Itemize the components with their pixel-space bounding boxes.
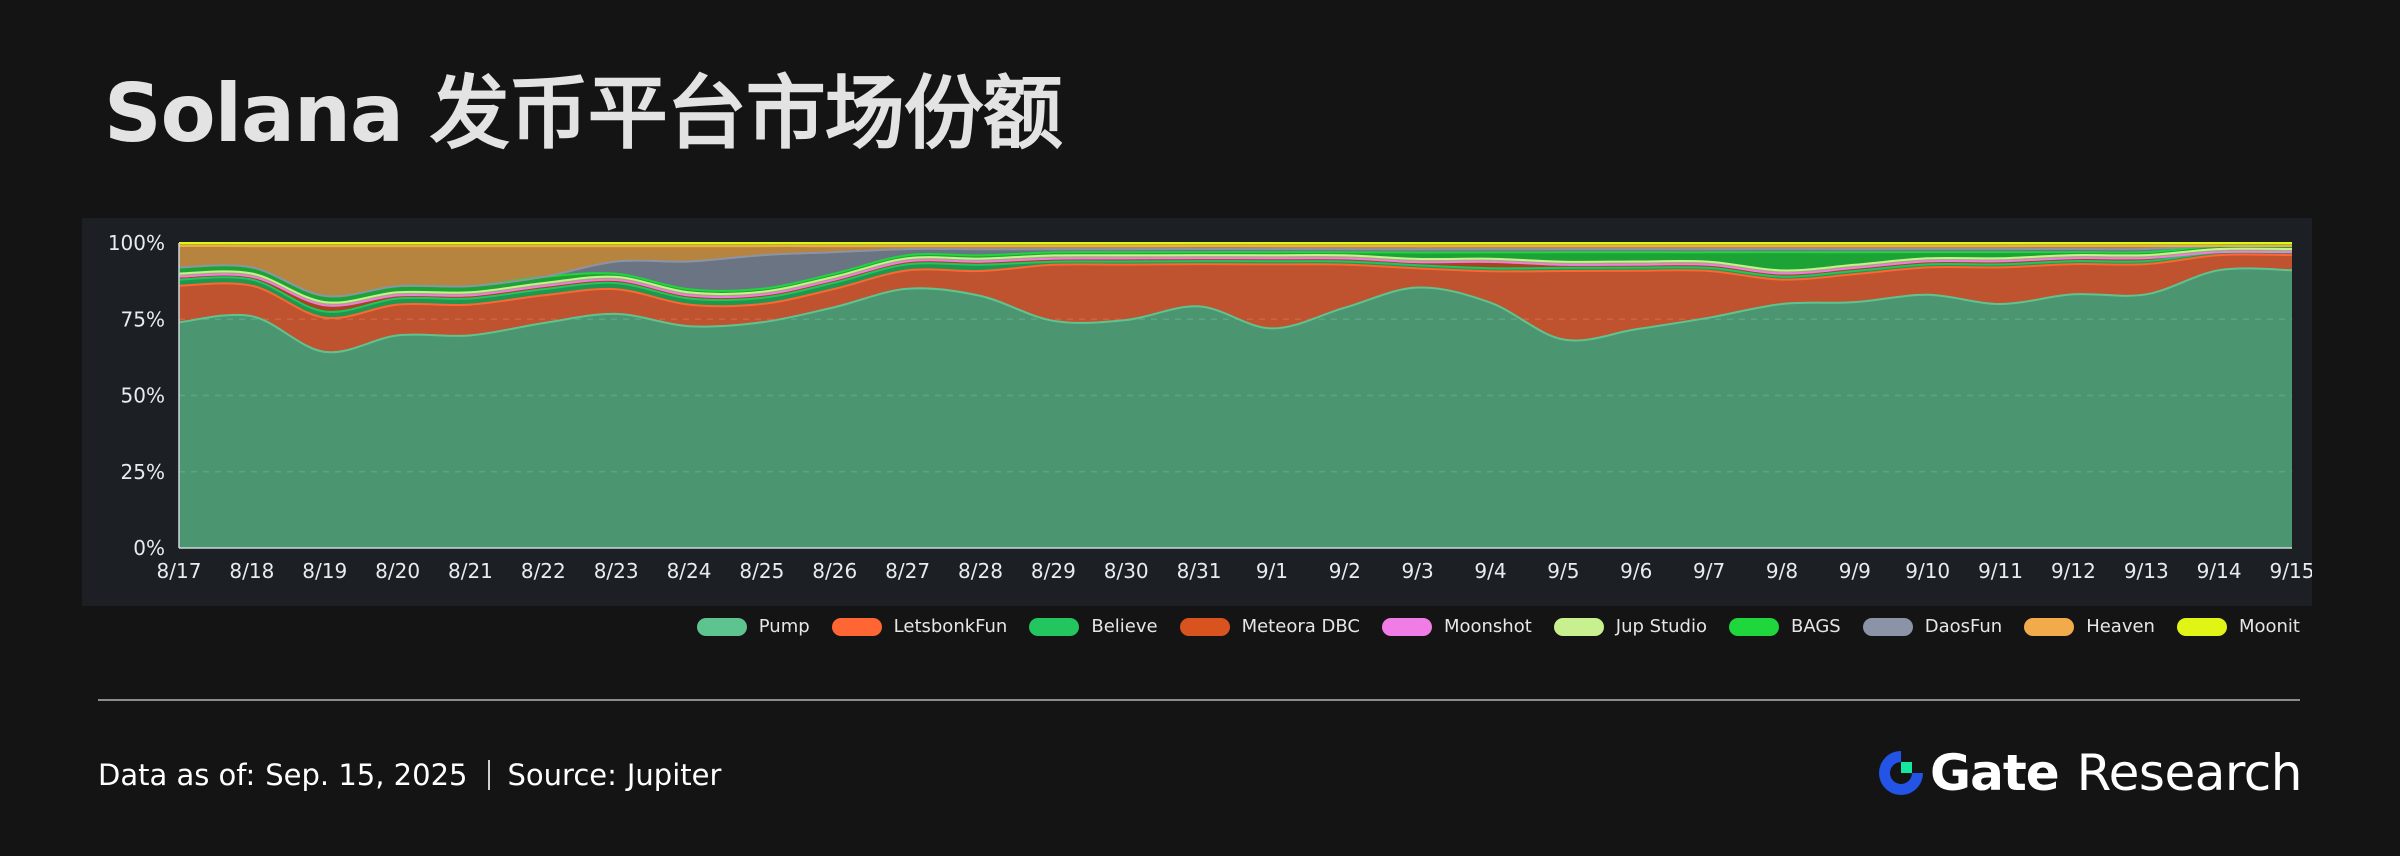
x-tick-label: 9/11 <box>1978 559 2023 583</box>
legend-item-jup-studio[interactable]: Jup Studio <box>1553 616 1707 637</box>
x-tick-label: 9/3 <box>1402 559 1434 583</box>
y-tick-label: 50% <box>121 384 165 408</box>
legend-swatch <box>1029 617 1080 636</box>
x-tick-label: 8/20 <box>375 559 420 583</box>
area-pump <box>179 268 2292 548</box>
brand-subtitle: Research <box>2076 744 2303 802</box>
legend-swatch <box>696 617 747 636</box>
line-moonshot <box>178 250 2293 307</box>
x-tick-label: 9/9 <box>1839 559 1871 583</box>
brand-name: Gate <box>1930 744 2060 802</box>
legend-item-bags[interactable]: BAGS <box>1728 616 1841 637</box>
legend-swatch <box>1862 617 1913 636</box>
area-edge-lines <box>178 242 2293 354</box>
axes: 0% 25% 50% 75% 100% 8/17 8/18 8/19 8/20 8/21 8/22 8… <box>108 231 2312 583</box>
y-tick-label: 75% <box>121 307 165 331</box>
x-tick-label: 8/27 <box>885 559 930 583</box>
x-tick-label: 9/14 <box>2197 559 2242 583</box>
legend-swatch <box>1381 617 1432 636</box>
legend-label: Heaven <box>2086 616 2155 637</box>
chart-legend: Pump LetsbonkFun Believe Meteora DBC Moonsho… <box>696 616 2300 637</box>
legend-item-moonit[interactable]: Moonit <box>2176 616 2300 637</box>
source-label: Source: <box>507 758 617 792</box>
legend-label: Moonit <box>2238 616 2300 637</box>
source-value: Jupiter <box>626 758 722 792</box>
page-title: Solana 发币平台市场份额 <box>104 67 1063 160</box>
legend-swatch <box>1179 617 1230 636</box>
x-tick-label: 9/5 <box>1547 559 1579 583</box>
area-daosfun <box>179 245 2292 297</box>
area-believe <box>179 251 2292 319</box>
area-bags <box>179 245 2292 303</box>
legend-swatch <box>1553 617 1604 636</box>
divider <box>98 699 2300 701</box>
x-tick-label: 8/31 <box>1177 559 1222 583</box>
x-tick-label: 9/1 <box>1256 559 1288 583</box>
legend-swatch <box>2176 617 2227 636</box>
line-letsbonkfun <box>178 253 2293 320</box>
x-tick-label: 8/25 <box>739 559 784 583</box>
x-tick-label: 8/19 <box>302 559 347 583</box>
data-as-of-value: Sep. 15, 2025 <box>265 758 468 792</box>
data-as-of-label: Data as of: <box>98 758 256 792</box>
line-daosfun <box>178 244 2293 298</box>
x-tick-label: 9/8 <box>1766 559 1798 583</box>
area-heaven <box>179 245 2292 297</box>
legend-label: LetsbonkFun <box>893 616 1008 637</box>
legend-item-heaven[interactable]: Heaven <box>2024 616 2155 637</box>
x-tick-label: 9/15 <box>2270 559 2312 583</box>
legend-label: DaosFun <box>1924 616 2003 637</box>
legend-label: Believe <box>1091 616 1158 637</box>
gate-logo-icon <box>1879 751 1924 795</box>
x-tick-label: 9/2 <box>1329 559 1361 583</box>
stacked-area-chart: 0% 25% 50% 75% 100% 8/17 8/18 8/19 8/20 8/21 8/22 8… <box>108 231 2312 583</box>
y-tick-label: 25% <box>121 460 165 484</box>
legend-item-meteora-dbc[interactable]: Meteora DBC <box>1179 616 1360 637</box>
x-tick-label: 9/10 <box>1905 559 1950 583</box>
x-tick-label: 9/4 <box>1474 559 1506 583</box>
x-tick-label: 9/7 <box>1693 559 1725 583</box>
legend-swatch <box>831 617 882 636</box>
x-tick-label: 8/24 <box>667 559 712 583</box>
legend-label: Jup Studio <box>1615 616 1707 637</box>
x-tick-label: 8/22 <box>521 559 566 583</box>
legend-item-letsbonkfun[interactable]: LetsbonkFun <box>831 616 1008 637</box>
x-tick-label: 8/18 <box>229 559 274 583</box>
legend-swatch <box>1728 617 1779 636</box>
legend-swatch <box>2024 617 2075 636</box>
legend-label: Meteora DBC <box>1241 616 1360 637</box>
footer-info: Data as of: Sep. 15, 2025 Source: Jupite… <box>98 758 721 792</box>
x-tick-label: 8/29 <box>1031 559 1076 583</box>
legend-item-believe[interactable]: Believe <box>1029 616 1158 637</box>
x-tick-label: 9/12 <box>2051 559 2096 583</box>
legend-item-daosfun[interactable]: DaosFun <box>1862 616 2003 637</box>
x-tick-label: 9/13 <box>2124 559 2169 583</box>
line-pump <box>178 267 2293 354</box>
chart-panel: 0% 25% 50% 75% 100% 8/17 8/18 8/19 8/20 8/21 8/22 8… <box>82 218 2312 606</box>
y-tick-label: 0% <box>133 536 165 560</box>
legend-label: Pump <box>758 616 810 637</box>
x-tick-label: 8/23 <box>594 559 639 583</box>
x-tick-label: 9/6 <box>1620 559 1652 583</box>
x-tick-label: 8/28 <box>958 559 1003 583</box>
x-tick-label: 8/17 <box>157 559 202 583</box>
y-tick-label: 100% <box>108 231 165 255</box>
separator <box>487 760 490 790</box>
line-believe <box>178 250 2293 313</box>
legend-item-pump[interactable]: Pump <box>696 616 810 637</box>
x-tick-label: 8/26 <box>812 559 857 583</box>
brand-logo: Gate Research <box>1876 744 2303 802</box>
legend-label: BAGS <box>1790 616 1841 637</box>
x-tick-label: 8/30 <box>1104 559 1149 583</box>
legend-item-moonshot[interactable]: Moonshot <box>1381 616 1532 637</box>
line-jup-studio <box>178 247 2293 304</box>
legend-label: Moonshot <box>1443 616 1532 637</box>
x-tick-label: 8/21 <box>448 559 493 583</box>
